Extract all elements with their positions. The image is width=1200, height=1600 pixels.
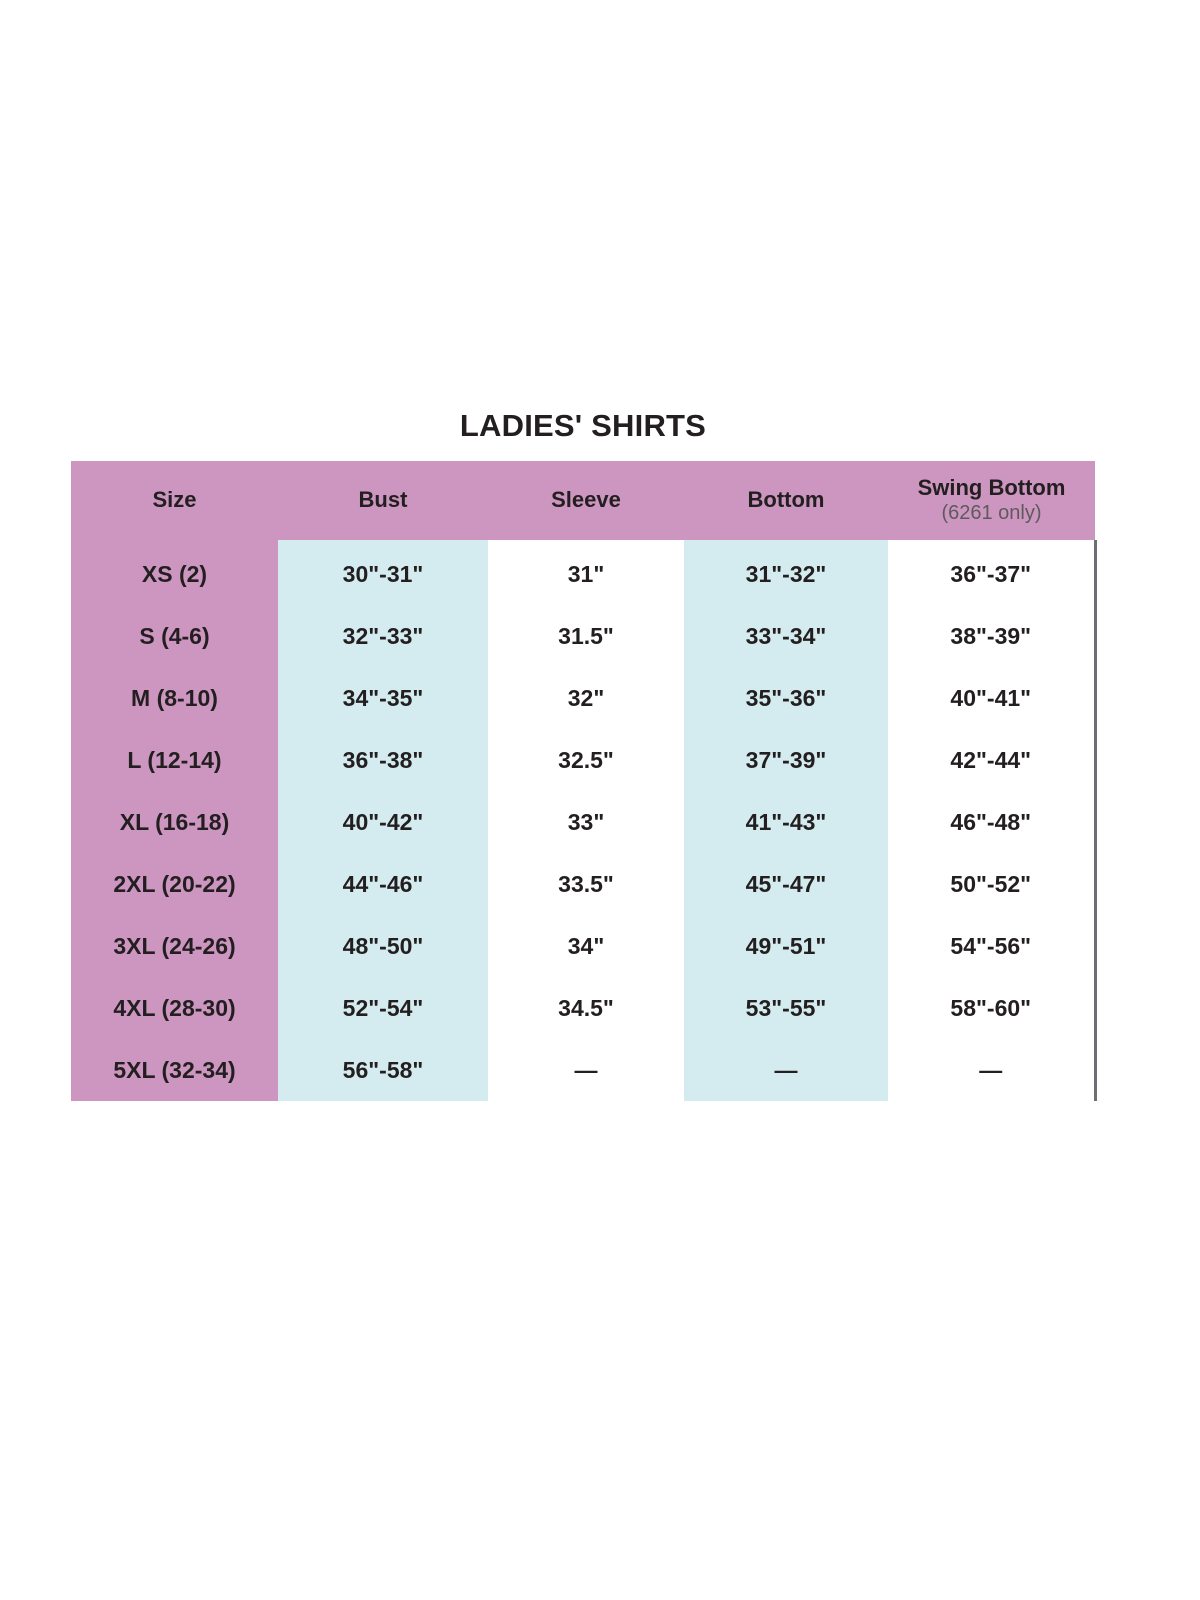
cell-swing-bottom: 40"-41" [888, 667, 1097, 729]
cell-bust: 52"-54" [278, 977, 488, 1039]
table-row: S (4-6) 32"-33" 31.5" 33"-34" 38"-39" [71, 605, 1097, 667]
table-row: XL (16-18) 40"-42" 33" 41"-43" 46"-48" [71, 791, 1097, 853]
cell-size: 5XL (32-34) [71, 1039, 278, 1101]
cell-sleeve: 32.5" [488, 729, 684, 791]
table-row: 4XL (28-30) 52"-54" 34.5" 53"-55" 58"-60… [71, 977, 1097, 1039]
cell-size: M (8-10) [71, 667, 278, 729]
cell-swing-bottom: 38"-39" [888, 605, 1097, 667]
cell-size: 4XL (28-30) [71, 977, 278, 1039]
cell-sleeve: 34" [488, 915, 684, 977]
cell-sleeve: 33.5" [488, 853, 684, 915]
cell-sleeve: 32" [488, 667, 684, 729]
cell-bust: 56"-58" [278, 1039, 488, 1101]
cell-bust: 40"-42" [278, 791, 488, 853]
cell-sleeve: 34.5" [488, 977, 684, 1039]
column-header-size: Size [71, 461, 278, 540]
column-header-bust: Bust [278, 461, 488, 540]
cell-bottom: 33"-34" [684, 605, 888, 667]
cell-bottom: 31"-32" [684, 540, 888, 605]
cell-sleeve: 31.5" [488, 605, 684, 667]
table-row: 3XL (24-26) 48"-50" 34" 49"-51" 54"-56" [71, 915, 1097, 977]
cell-bottom: — [684, 1039, 888, 1101]
column-header-bust-label: Bust [358, 487, 408, 513]
table-header: Size Bust Sleeve Bottom Swing Bottom (62… [71, 461, 1095, 540]
cell-bust: 48"-50" [278, 915, 488, 977]
cell-bottom: 53"-55" [684, 977, 888, 1039]
cell-bottom: 35"-36" [684, 667, 888, 729]
column-header-swing-bottom-note: (6261 only) [941, 501, 1042, 524]
cell-bust: 36"-38" [278, 729, 488, 791]
size-chart-table: Size Bust Sleeve Bottom Swing Bottom (62… [71, 461, 1097, 1101]
cell-bust: 32"-33" [278, 605, 488, 667]
cell-swing-bottom: 46"-48" [888, 791, 1097, 853]
cell-bust: 44"-46" [278, 853, 488, 915]
cell-sleeve: — [488, 1039, 684, 1101]
cell-size: XS (2) [71, 540, 278, 605]
cell-bust: 34"-35" [278, 667, 488, 729]
cell-swing-bottom: 36"-37" [888, 540, 1097, 605]
cell-bottom: 49"-51" [684, 915, 888, 977]
cell-bust: 30"-31" [278, 540, 488, 605]
cell-swing-bottom: — [888, 1039, 1097, 1101]
table-row: 5XL (32-34) 56"-58" — — — [71, 1039, 1097, 1101]
cell-size: XL (16-18) [71, 791, 278, 853]
column-header-swing-bottom-label: Swing Bottom [917, 475, 1066, 501]
cell-swing-bottom: 54"-56" [888, 915, 1097, 977]
page-title: LADIES' SHIRTS [459, 408, 707, 443]
cell-swing-bottom: 42"-44" [888, 729, 1097, 791]
cell-swing-bottom: 50"-52" [888, 853, 1097, 915]
cell-bottom: 45"-47" [684, 853, 888, 915]
cell-sleeve: 33" [488, 791, 684, 853]
cell-sleeve: 31" [488, 540, 684, 605]
table-row: 2XL (20-22) 44"-46" 33.5" 45"-47" 50"-52… [71, 853, 1097, 915]
table-header-row: Size Bust Sleeve Bottom Swing Bottom (62… [71, 461, 1095, 540]
cell-size: L (12-14) [71, 729, 278, 791]
cell-bottom: 37"-39" [684, 729, 888, 791]
cell-bottom: 41"-43" [684, 791, 888, 853]
size-chart: LADIES' SHIRTS Size Bust Sleeve Bot [71, 408, 1097, 1101]
column-header-bottom: Bottom [684, 461, 888, 540]
column-header-sleeve-label: Sleeve [551, 487, 621, 513]
table-body: XS (2) 30"-31" 31" 31"-32" 36"-37" S (4-… [71, 540, 1097, 1101]
cell-swing-bottom: 58"-60" [888, 977, 1097, 1039]
column-header-bottom-label: Bottom [747, 487, 825, 513]
table-row: M (8-10) 34"-35" 32" 35"-36" 40"-41" [71, 667, 1097, 729]
cell-size: 2XL (20-22) [71, 853, 278, 915]
cell-size: 3XL (24-26) [71, 915, 278, 977]
column-header-swing-bottom: Swing Bottom (6261 only) [888, 461, 1095, 540]
cell-size: S (4-6) [71, 605, 278, 667]
table-row: L (12-14) 36"-38" 32.5" 37"-39" 42"-44" [71, 729, 1097, 791]
table-row: XS (2) 30"-31" 31" 31"-32" 36"-37" [71, 540, 1097, 605]
column-header-size-label: Size [152, 487, 197, 513]
column-header-sleeve: Sleeve [488, 461, 684, 540]
